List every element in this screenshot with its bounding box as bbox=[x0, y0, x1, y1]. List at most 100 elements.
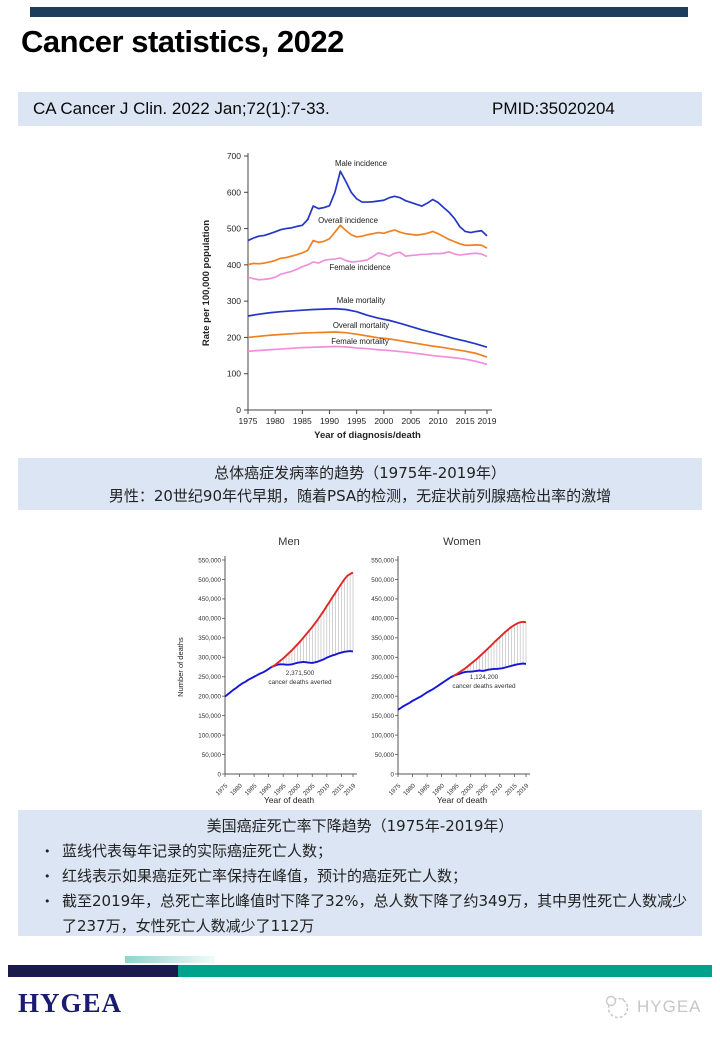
summary-box-mortality: 美国癌症死亡率下降趋势（1975年-2019年） • 蓝线代表每年记录的实际癌症… bbox=[18, 810, 702, 936]
svg-text:Male mortality: Male mortality bbox=[337, 296, 386, 305]
deaths-chart-women: Women 0 50,000 100,000 150,000 200,000 250,000… bbox=[371, 536, 531, 805]
page-title: Cancer statistics, 2022 bbox=[21, 24, 344, 59]
svg-text:500,000: 500,000 bbox=[198, 577, 221, 584]
svg-text:0: 0 bbox=[217, 771, 221, 778]
hygea-watermark: HYGEA bbox=[602, 992, 702, 1022]
svg-text:0: 0 bbox=[390, 771, 394, 778]
svg-text:Year of death: Year of death bbox=[264, 795, 315, 805]
hygea-logo-text: HYGEA bbox=[18, 988, 123, 1018]
svg-text:200,000: 200,000 bbox=[371, 693, 394, 700]
svg-text:Overall incidence: Overall incidence bbox=[318, 216, 378, 225]
svg-text:450,000: 450,000 bbox=[371, 596, 394, 603]
footer-stripe-navy bbox=[8, 965, 178, 977]
bullet-dot: • bbox=[44, 895, 51, 908]
series-line-overall-mortality bbox=[247, 331, 488, 358]
svg-text:Women: Women bbox=[443, 536, 481, 548]
svg-text:700: 700 bbox=[227, 151, 241, 161]
svg-text:2,371,500: 2,371,500 bbox=[286, 670, 315, 677]
svg-text:550,000: 550,000 bbox=[198, 557, 221, 564]
bullet-text: 截至2019年，总死亡率比峰值时下降了32%，总人数下降了约349万，其中男性死… bbox=[62, 892, 688, 935]
svg-text:1,124,200: 1,124,200 bbox=[470, 674, 499, 681]
bullet-text: 红线表示如果癌症死亡率保持在峰值，预计的癌症死亡人数； bbox=[62, 867, 468, 885]
svg-text:0: 0 bbox=[236, 405, 241, 415]
svg-text:2000: 2000 bbox=[374, 416, 393, 426]
svg-text:Rate per 100,000 population: Rate per 100,000 population bbox=[201, 220, 212, 346]
svg-text:200: 200 bbox=[227, 332, 241, 342]
svg-text:100: 100 bbox=[227, 369, 241, 379]
series-line-female-incidence bbox=[247, 250, 488, 281]
bullet-dot: • bbox=[44, 845, 51, 858]
top-accent-bar bbox=[30, 7, 688, 17]
bullet-item: • 蓝线代表每年记录的实际癌症死亡人数； bbox=[18, 839, 702, 864]
bullet-item: • 红线表示如果癌症死亡率保持在峰值，预计的癌症死亡人数； bbox=[18, 864, 702, 889]
svg-text:2010: 2010 bbox=[429, 416, 448, 426]
svg-text:100,000: 100,000 bbox=[371, 732, 394, 739]
recorded-deaths-line bbox=[397, 662, 527, 711]
svg-text:350,000: 350,000 bbox=[371, 635, 394, 642]
series-line-male-incidence bbox=[247, 170, 488, 242]
svg-text:50,000: 50,000 bbox=[202, 752, 222, 759]
svg-text:cancer deaths averted: cancer deaths averted bbox=[268, 679, 332, 686]
svg-text:450,000: 450,000 bbox=[198, 596, 221, 603]
hygea-watermark-icon bbox=[605, 995, 629, 1019]
deaths-averted-hatching bbox=[458, 622, 527, 674]
svg-text:300,000: 300,000 bbox=[198, 655, 221, 662]
footer-stripe-highlight bbox=[125, 956, 215, 963]
recorded-deaths-line bbox=[224, 650, 354, 698]
svg-text:1985: 1985 bbox=[244, 782, 259, 797]
svg-text:Year of diagnosis/death: Year of diagnosis/death bbox=[314, 430, 421, 441]
hygea-watermark-text: HYGEA bbox=[637, 997, 702, 1016]
axes: 0 100 200 300 400 500 600 700 1975 1980 1985 1990 19… bbox=[227, 151, 497, 426]
svg-text:Year of death: Year of death bbox=[437, 795, 488, 805]
svg-text:1980: 1980 bbox=[266, 416, 285, 426]
deaths-chart-men: Men 0 50,000 100,000 150,000 200,000 250,000 30… bbox=[176, 536, 358, 805]
svg-text:cancer deaths averted: cancer deaths averted bbox=[452, 683, 516, 690]
svg-text:600: 600 bbox=[227, 187, 241, 197]
citation-bar: CA Cancer J Clin. 2022 Jan;72(1):7-33. P… bbox=[18, 92, 702, 126]
svg-text:Female incidence: Female incidence bbox=[329, 263, 390, 272]
svg-text:300,000: 300,000 bbox=[371, 655, 394, 662]
svg-text:1985: 1985 bbox=[293, 416, 312, 426]
axes: 0 50,000 100,000 150,000 200,000 250,000 300,0… bbox=[198, 556, 358, 797]
footer-stripe-teal bbox=[178, 965, 712, 977]
series-line-overall-incidence bbox=[247, 224, 488, 266]
bullet-item: • 截至2019年，总死亡率比峰值时下降了32%，总人数下降了约349万，其中男… bbox=[18, 889, 702, 939]
svg-text:2019: 2019 bbox=[478, 416, 497, 426]
svg-text:400,000: 400,000 bbox=[198, 616, 221, 623]
axes: 0 50,000 100,000 150,000 200,000 250,000 300,0… bbox=[371, 556, 531, 797]
svg-text:1985: 1985 bbox=[417, 782, 432, 797]
svg-text:2010: 2010 bbox=[316, 782, 331, 797]
svg-text:150,000: 150,000 bbox=[371, 713, 394, 720]
svg-text:550,000: 550,000 bbox=[371, 557, 394, 564]
series-line-female-mortality bbox=[247, 345, 488, 366]
svg-text:1975: 1975 bbox=[215, 782, 230, 797]
svg-text:Male incidence: Male incidence bbox=[335, 159, 387, 168]
svg-text:Men: Men bbox=[278, 536, 299, 548]
svg-text:1975: 1975 bbox=[388, 782, 403, 797]
citation-text: CA Cancer J Clin. 2022 Jan;72(1):7-33. bbox=[33, 99, 330, 118]
bullet-dot: • bbox=[44, 870, 51, 883]
projected-deaths-line bbox=[271, 571, 354, 668]
svg-text:250,000: 250,000 bbox=[371, 674, 394, 681]
summary-box-incidence: 总体癌症发病率的趋势（1975年-2019年） 男性：20世纪90年代早期，随着… bbox=[18, 458, 702, 510]
svg-text:500,000: 500,000 bbox=[371, 577, 394, 584]
summary-box1-line2: 男性：20世纪90年代早期，随着PSA的检测，无症状前列腺癌检出率的激增 bbox=[108, 487, 612, 505]
svg-text:500: 500 bbox=[227, 224, 241, 234]
projected-deaths-line bbox=[452, 620, 527, 677]
svg-text:400,000: 400,000 bbox=[371, 616, 394, 623]
svg-text:1975: 1975 bbox=[239, 416, 258, 426]
summary-box2-title: 美国癌症死亡率下降趋势（1975年-2019年） bbox=[206, 817, 514, 835]
svg-text:350,000: 350,000 bbox=[198, 635, 221, 642]
svg-text:2019: 2019 bbox=[516, 782, 531, 797]
svg-text:2005: 2005 bbox=[401, 416, 420, 426]
bullet-text: 蓝线代表每年记录的实际癌症死亡人数； bbox=[62, 842, 333, 860]
series-line-male-mortality bbox=[247, 307, 488, 349]
summary-box1-line1: 总体癌症发病率的趋势（1975年-2019年） bbox=[214, 464, 506, 482]
svg-text:2010: 2010 bbox=[489, 782, 504, 797]
svg-text:200,000: 200,000 bbox=[198, 693, 221, 700]
citation-pmid: PMID:35020204 bbox=[492, 99, 615, 118]
svg-text:150,000: 150,000 bbox=[198, 713, 221, 720]
svg-text:1980: 1980 bbox=[229, 782, 244, 797]
svg-text:2015: 2015 bbox=[456, 416, 475, 426]
svg-text:Number of deaths: Number of deaths bbox=[176, 637, 185, 697]
